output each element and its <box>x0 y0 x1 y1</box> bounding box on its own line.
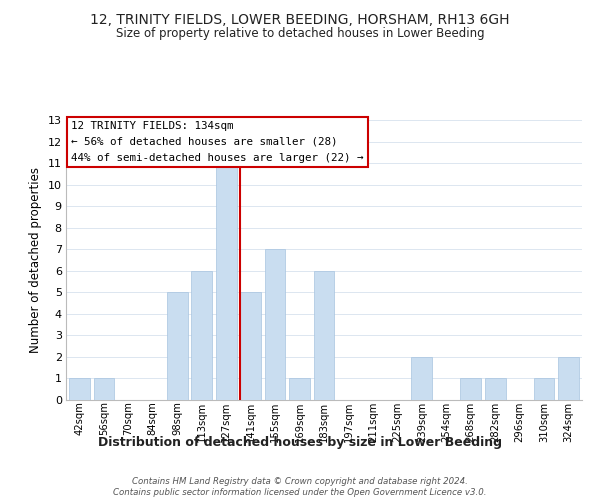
Bar <box>412 357 432 400</box>
Text: Size of property relative to detached houses in Lower Beeding: Size of property relative to detached ho… <box>116 28 484 40</box>
Bar <box>485 378 506 400</box>
Text: 12 TRINITY FIELDS: 134sqm
← 56% of detached houses are smaller (28)
44% of semi-: 12 TRINITY FIELDS: 134sqm ← 56% of detac… <box>71 122 364 162</box>
Text: Distribution of detached houses by size in Lower Beeding: Distribution of detached houses by size … <box>98 436 502 449</box>
Text: Contains public sector information licensed under the Open Government Licence v3: Contains public sector information licen… <box>113 488 487 497</box>
Bar <box>534 378 554 400</box>
Y-axis label: Number of detached properties: Number of detached properties <box>29 167 42 353</box>
Text: Contains HM Land Registry data © Crown copyright and database right 2024.: Contains HM Land Registry data © Crown c… <box>132 476 468 486</box>
Bar <box>191 271 212 400</box>
Bar <box>69 378 90 400</box>
Bar <box>167 292 188 400</box>
Bar <box>289 378 310 400</box>
Bar <box>558 357 579 400</box>
Bar <box>94 378 114 400</box>
Bar <box>216 163 236 400</box>
Bar <box>314 271 334 400</box>
Text: 12, TRINITY FIELDS, LOWER BEEDING, HORSHAM, RH13 6GH: 12, TRINITY FIELDS, LOWER BEEDING, HORSH… <box>90 12 510 26</box>
Bar <box>460 378 481 400</box>
Bar <box>265 249 286 400</box>
Bar <box>240 292 261 400</box>
